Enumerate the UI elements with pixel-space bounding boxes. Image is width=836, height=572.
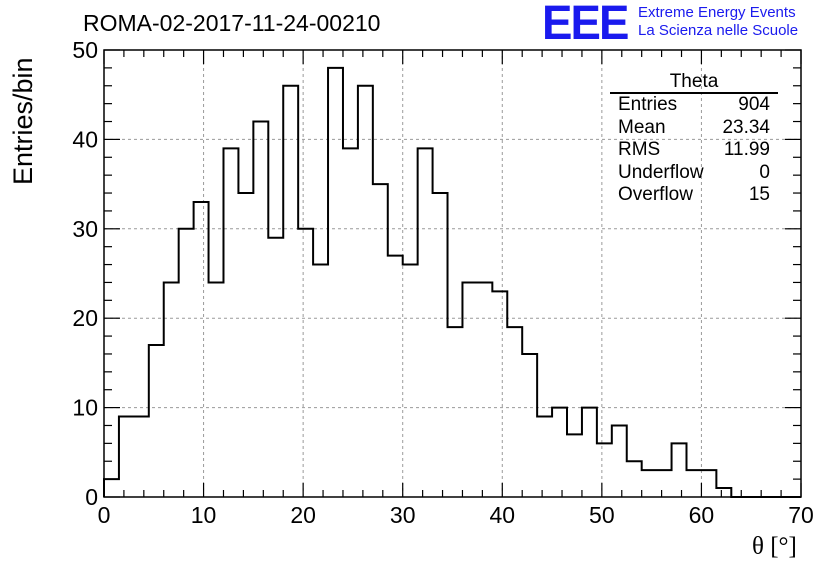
x-tick-label: 70	[788, 502, 814, 528]
x-tick-label: 20	[290, 502, 316, 528]
y-axis-label: Entries/bin	[8, 57, 38, 185]
stats-row-overflow: Overflow 15	[610, 184, 778, 207]
stats-row-mean: Mean 23.34	[610, 117, 778, 140]
stats-box: Theta Entries 904 Mean 23.34 RMS 11.99 U…	[610, 72, 778, 207]
stats-label: Underflow	[618, 161, 704, 183]
x-tick-label: 30	[390, 502, 416, 528]
stats-value: 23.34	[722, 116, 770, 138]
eee-logo: EEE	[542, 0, 629, 50]
x-tick-label: 40	[489, 502, 515, 528]
logo-caption: Extreme Energy Events La Scienza nelle S…	[638, 4, 798, 40]
stats-label: Entries	[618, 94, 678, 115]
logo-caption-line2: La Scienza nelle Scuole	[638, 22, 799, 39]
stats-row-rms: RMS 11.99	[610, 139, 778, 162]
stats-label: Overflow	[618, 184, 693, 206]
histogram-series	[103, 66, 801, 498]
grid-lines	[104, 50, 801, 497]
y-tick-label: 40	[72, 126, 98, 152]
stats-value: 0	[759, 161, 770, 183]
logo-caption-line1: Extreme Energy Events	[638, 4, 796, 21]
tick-labels: 0 10 20 30 40 50 60 70 0 10 20 30 40 50	[72, 37, 813, 528]
y-tick-label: 50	[72, 37, 98, 63]
stats-title: Theta	[610, 72, 778, 94]
y-tick-label: 10	[72, 395, 98, 421]
x-tick-label: 60	[689, 502, 715, 528]
stats-label: Mean	[618, 116, 666, 138]
x-tick-label: 10	[191, 502, 217, 528]
stats-value: 904	[738, 94, 770, 115]
x-tick-label: 50	[589, 502, 615, 528]
plot-frame	[103, 49, 802, 498]
stats-value: 15	[748, 184, 770, 206]
stats-label: RMS	[618, 139, 661, 161]
y-tick-label: 30	[72, 216, 98, 242]
x-axis-label: θ [°]	[752, 533, 797, 560]
y-tick-label: 0	[85, 484, 98, 510]
page-title: ROMA-02-2017-11-24-00210	[83, 10, 381, 36]
stats-row-entries: Entries 904	[610, 94, 778, 117]
x-tick-label: 0	[98, 502, 111, 528]
y-tick-label: 20	[72, 305, 98, 331]
stats-value: 11.99	[723, 139, 770, 161]
stats-row-underflow: Underflow 0	[610, 162, 778, 185]
